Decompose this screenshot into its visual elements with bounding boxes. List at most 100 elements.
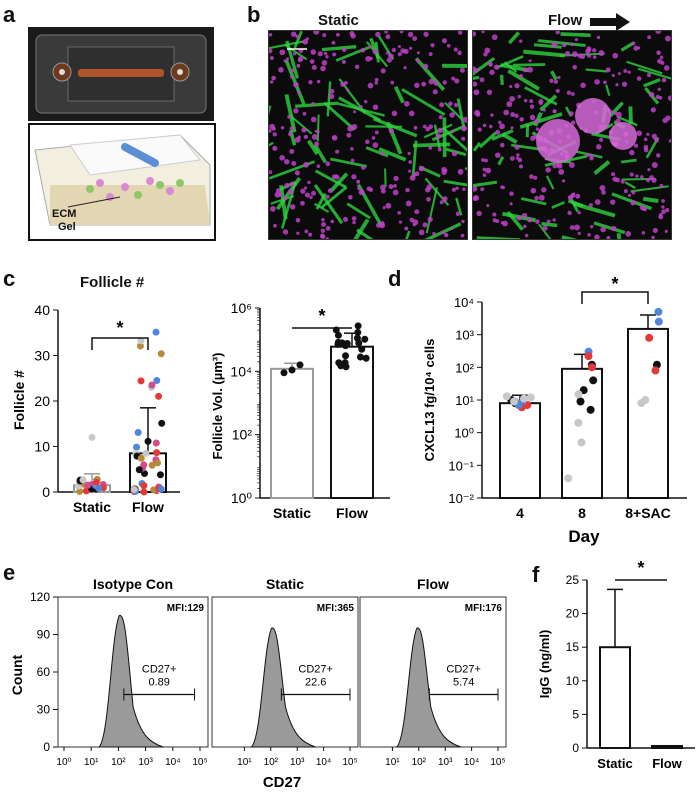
y-tick-label: 0 xyxy=(572,741,579,755)
cell-dot xyxy=(480,187,485,192)
cell-dot xyxy=(371,136,376,140)
cell-dot xyxy=(460,233,465,238)
panel-label-c: c xyxy=(3,266,16,291)
chip-schematic xyxy=(28,123,216,241)
cell-dot xyxy=(352,220,356,225)
cell-dot xyxy=(482,167,486,172)
fiber xyxy=(491,129,514,141)
cell-dot xyxy=(283,158,290,165)
cell-dot xyxy=(451,187,457,192)
fiber xyxy=(269,105,272,115)
x-tick-label: 10² xyxy=(264,757,279,768)
fiber xyxy=(328,172,349,193)
x-tick-label: Static xyxy=(73,499,111,515)
fiber xyxy=(473,75,480,80)
cell-dot xyxy=(311,64,317,70)
data-point xyxy=(140,461,148,469)
cell-dot xyxy=(351,174,357,180)
cell-dot xyxy=(535,219,540,224)
fiber xyxy=(593,221,626,235)
fiber xyxy=(412,142,451,148)
cell-dot xyxy=(310,116,317,123)
cell-dot xyxy=(357,186,361,191)
cell-dot xyxy=(309,195,313,200)
cell-dot xyxy=(569,225,575,231)
cell-dot xyxy=(290,75,294,79)
y-tick-label: 10 xyxy=(34,439,50,455)
data-point xyxy=(82,487,90,495)
data-point xyxy=(296,361,304,369)
cell-dot xyxy=(538,194,545,201)
chip-device-photo xyxy=(28,27,214,121)
cell-dot xyxy=(577,231,581,235)
x-tick-label: 10² xyxy=(111,757,126,768)
data-point xyxy=(156,471,164,479)
cell-dot xyxy=(284,182,290,189)
cell-dot xyxy=(300,200,305,206)
cell-dot xyxy=(418,166,424,172)
cell-dot xyxy=(503,109,510,116)
data-point xyxy=(157,350,165,358)
cell-dot xyxy=(615,118,621,124)
cell-dot xyxy=(365,55,371,62)
cell-dot xyxy=(283,196,288,201)
cell-dot xyxy=(350,158,355,163)
cell-dot xyxy=(552,163,558,169)
x-tick-label: 10³ xyxy=(438,757,453,768)
cell-dot xyxy=(295,217,301,223)
cell-dot xyxy=(405,200,412,207)
cell-dot xyxy=(439,102,445,108)
fiber xyxy=(353,218,370,239)
data-point xyxy=(342,363,350,371)
follicle-aggregate xyxy=(575,98,611,134)
cell-dot xyxy=(269,170,273,175)
cell-dot xyxy=(341,47,347,53)
fiber xyxy=(280,181,297,229)
y-tick-label: 30 xyxy=(34,348,50,364)
fiber xyxy=(616,115,638,127)
cell-dot xyxy=(336,32,340,37)
fiber xyxy=(293,31,303,49)
cell-dot xyxy=(421,81,427,87)
fiber xyxy=(541,222,558,228)
fiber xyxy=(624,181,636,190)
cell-dot xyxy=(553,79,559,84)
cell-dot xyxy=(293,82,299,88)
x-tick-label: 10¹ xyxy=(385,757,400,768)
cell-dot xyxy=(435,133,442,139)
cell-dot xyxy=(546,219,551,224)
cell-dot xyxy=(586,46,592,52)
data-point xyxy=(76,487,84,495)
cell-dot xyxy=(591,48,597,53)
fiber xyxy=(411,140,418,178)
y-axis-label: Follicle # xyxy=(11,370,27,430)
cell-dot xyxy=(428,52,433,57)
cell-dot xyxy=(488,61,493,67)
cell-dot xyxy=(636,76,642,81)
cell-dot xyxy=(388,184,394,190)
y-tick-label: 15 xyxy=(566,640,580,654)
fiber xyxy=(444,101,463,120)
bar xyxy=(270,367,314,499)
fiber xyxy=(551,201,565,209)
cell-dot xyxy=(640,175,644,179)
cell-dot xyxy=(643,137,648,142)
significance-star: * xyxy=(611,274,618,294)
data-point xyxy=(564,474,573,483)
cell-dot xyxy=(439,200,444,205)
cell-dot xyxy=(558,169,565,175)
cell-dot xyxy=(297,58,302,63)
fiber xyxy=(313,183,344,225)
fiber xyxy=(284,44,308,61)
fiber xyxy=(476,236,521,239)
cell-dot xyxy=(623,189,628,194)
fiber xyxy=(560,32,591,38)
x-tick-label: 10¹ xyxy=(237,757,252,768)
histogram-title: Static xyxy=(266,576,304,592)
cell-dot xyxy=(594,79,600,85)
fiber xyxy=(321,45,357,52)
data-point xyxy=(519,394,528,403)
x-tick-label: 10⁵ xyxy=(490,757,505,768)
fiber xyxy=(473,180,498,188)
fiber xyxy=(497,156,505,166)
